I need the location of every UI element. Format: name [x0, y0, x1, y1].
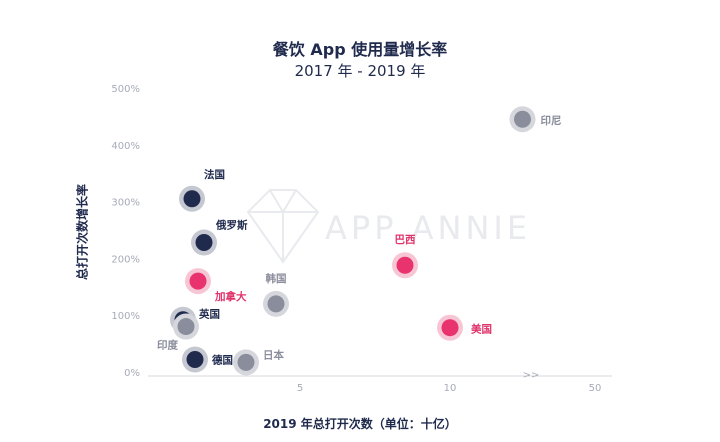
point-label: 印度: [157, 339, 178, 352]
data-point-3: 巴西: [392, 234, 418, 279]
watermark-text: APP ANNIE: [325, 209, 531, 247]
data-point-5: 韩国: [263, 272, 289, 317]
chart-subtitle: 2017 年 - 2019 年: [294, 62, 426, 80]
watermark-diamond-icon: [246, 189, 320, 264]
data-point-10: 日本: [233, 348, 284, 376]
x-tick-label: 10: [444, 383, 457, 394]
point-marker: [189, 272, 207, 290]
x-axis-break-marker: >>: [523, 370, 540, 381]
x-tick-label: 5: [297, 383, 303, 394]
point-label: 英国: [198, 308, 220, 321]
point-label: 法国: [204, 168, 225, 181]
point-label: 俄罗斯: [215, 218, 248, 231]
y-ticks: 0% 100% 200% 300% 400% 500%: [111, 84, 140, 379]
point-marker: [183, 190, 201, 208]
x-tick-label: 50: [589, 383, 602, 394]
point-marker: [177, 318, 195, 336]
data-point-0: 印尼: [509, 106, 562, 133]
y-tick-label: 0%: [124, 368, 140, 379]
point-label: 加拿大: [214, 290, 247, 303]
y-tick-label: 400%: [111, 141, 140, 152]
y-tick-label: 200%: [111, 254, 140, 265]
y-tick-label: 500%: [111, 84, 140, 95]
x-ticks: 5 10 50 >>: [297, 370, 602, 394]
point-marker: [237, 353, 255, 371]
point-label: 巴西: [395, 234, 416, 246]
point-label: 日本: [263, 348, 284, 361]
point-marker: [186, 351, 204, 369]
watermark: APP ANNIE: [246, 189, 531, 264]
x-axis-label: 2019 年总打开次数（单位：十亿）: [263, 417, 457, 431]
point-label: 印尼: [541, 115, 562, 127]
point-marker: [514, 110, 531, 128]
y-tick-label: 300%: [111, 198, 140, 209]
data-point-9: 德国: [182, 346, 233, 373]
y-tick-label: 100%: [111, 311, 140, 322]
point-marker: [441, 319, 459, 337]
point-label: 美国: [471, 323, 492, 336]
point-marker: [396, 256, 414, 274]
point-marker: [195, 233, 213, 251]
chart-title: 餐饮 App 使用量增长率: [272, 40, 448, 59]
point-label: 韩国: [266, 272, 287, 285]
data-point-2: 俄罗斯: [191, 218, 248, 256]
point-label: 德国: [211, 354, 233, 367]
data-point-4: 加拿大: [185, 268, 247, 303]
point-marker: [267, 295, 285, 313]
data-point-8: 美国: [437, 314, 492, 341]
data-point-7: 印度: [157, 313, 199, 352]
data-point-1: 法国: [179, 168, 225, 212]
